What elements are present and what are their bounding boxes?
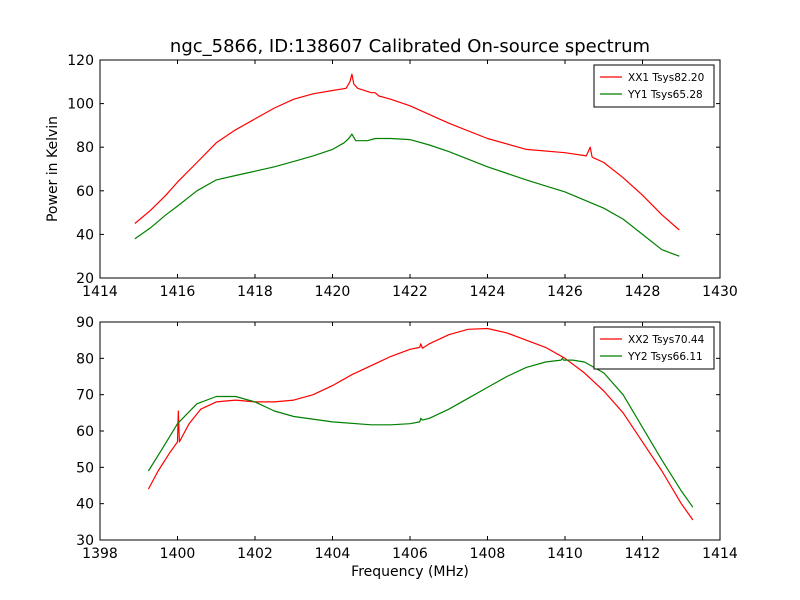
y-tick-label: 60	[76, 424, 94, 440]
x-tick-label: 1398	[82, 546, 118, 562]
x-tick-label: 1406	[392, 546, 428, 562]
x-tick-label: 1400	[160, 546, 196, 562]
x-tick-label: 1416	[160, 284, 196, 300]
series-line-xx2	[147, 327, 694, 521]
y-tick-label: 80	[76, 351, 94, 367]
y-tick-label: 70	[76, 388, 94, 404]
x-tick-label: 1418	[237, 284, 273, 300]
legend-box	[593, 64, 715, 108]
x-tick-label: 1424	[470, 284, 506, 300]
x-tick-label: 1404	[315, 546, 351, 562]
x-tick-label: 1402	[237, 546, 273, 562]
y-tick-label: 40	[76, 497, 94, 513]
y-tick-label: 50	[76, 460, 94, 476]
legend: XX1 Tsys82.20 YY1 Tsys65.28	[593, 64, 715, 108]
y-tick-label: 20	[76, 271, 94, 287]
x-tick-label: 1414	[82, 284, 118, 300]
x-axis-label: Frequency (MHz)	[351, 564, 469, 580]
y-tick-label: 120	[67, 53, 94, 69]
x-tick-label: 1412	[625, 546, 661, 562]
top-panel-xx1-yy1: 1414 1416 1418 1420 1422 1424 1426 1428 1430 20 40…	[45, 53, 738, 300]
x-tick-label: 1420	[315, 284, 351, 300]
x-tick-label: 1422	[392, 284, 428, 300]
series-line-yy2	[147, 357, 694, 508]
y-axis-label: Power in Kelvin	[45, 116, 61, 222]
legend-label: YY2 Tsys66.11	[627, 351, 703, 363]
legend-label: YY1 Tsys65.28	[627, 89, 703, 101]
series-group	[134, 73, 680, 257]
y-tick-label: 60	[76, 184, 94, 200]
legend-box	[593, 326, 715, 370]
y-tick-label: 100	[67, 97, 94, 113]
x-tick-label: 1428	[625, 284, 661, 300]
series-line-yy1	[134, 133, 680, 257]
y-tick-label: 90	[76, 315, 94, 331]
x-tick-label: 1410	[547, 546, 583, 562]
y-tick-label: 30	[76, 533, 94, 549]
legend: XX2 Tsys70.44 YY2 Tsys66.11	[593, 326, 715, 370]
x-tick-label: 1426	[547, 284, 583, 300]
legend-label: XX2 Tsys70.44	[628, 334, 705, 346]
bottom-panel-xx2-yy2: 1398 1400 1402 1404 1406 1408 1410 1412 1414 30 40…	[76, 315, 738, 580]
series-line-xx1	[134, 73, 680, 231]
legend-label: XX1 Tsys82.20	[628, 72, 704, 84]
figure-title: ngc_5866, ID:138607 Calibrated On-source…	[170, 36, 650, 57]
x-tick-label: 1408	[470, 546, 506, 562]
x-tick-label: 1430	[702, 284, 738, 300]
y-tick-label: 80	[76, 140, 94, 156]
x-tick-label: 1414	[702, 546, 738, 562]
y-tick-label: 40	[76, 227, 94, 243]
